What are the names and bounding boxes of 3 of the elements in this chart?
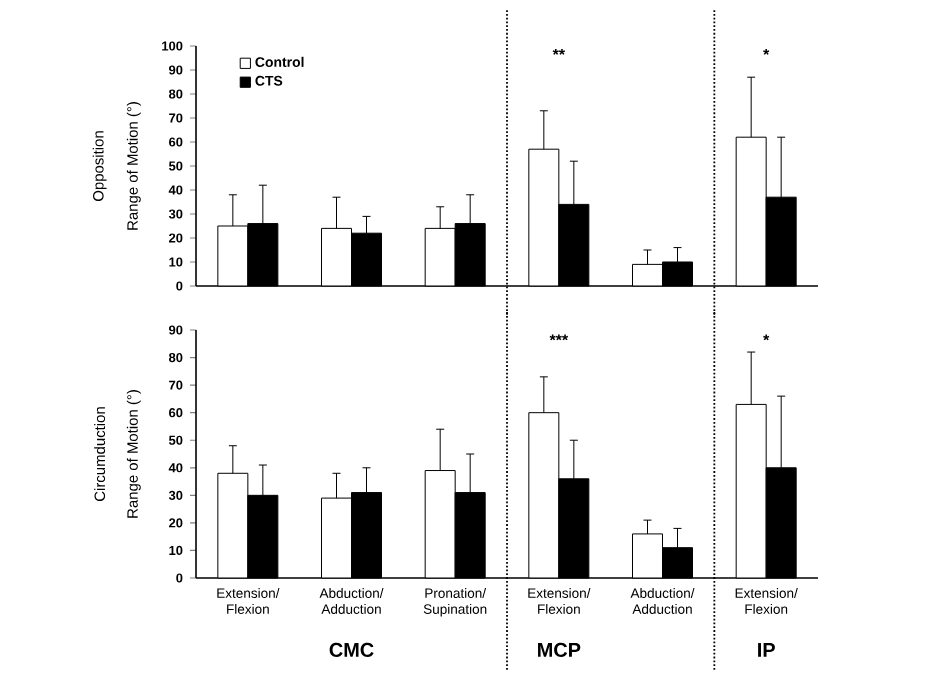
text: MCP [538,642,581,657]
text: IP [758,643,775,657]
text: CMC [329,642,374,657]
